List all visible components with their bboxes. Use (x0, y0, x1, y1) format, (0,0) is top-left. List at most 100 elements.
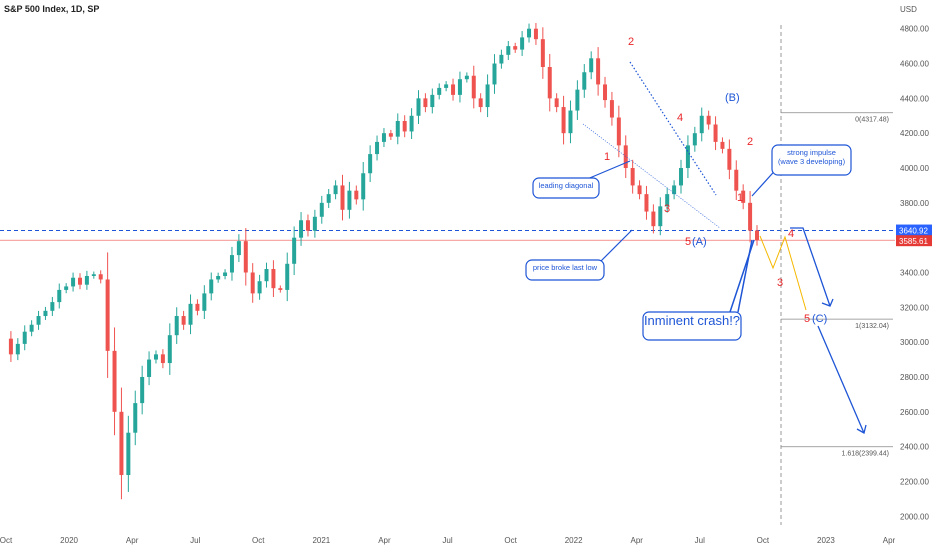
x-tick-label: 2022 (565, 536, 583, 545)
candle-body (679, 168, 684, 186)
wave-label: 1 (604, 151, 610, 163)
x-tick-label: Oct (504, 536, 517, 545)
candle-body (554, 98, 559, 108)
candle-body (347, 190, 352, 210)
wave-label: 5 (685, 236, 691, 248)
candle-body (271, 269, 276, 289)
candle-body (257, 281, 262, 294)
candle-body (734, 169, 739, 191)
candle-body (748, 202, 753, 231)
candle-body (243, 241, 248, 273)
current-price-tag (896, 224, 932, 236)
candle-body (354, 190, 359, 200)
candle-body (305, 220, 310, 231)
crash-callout-box (642, 311, 742, 341)
arrow-head (856, 424, 867, 434)
diagonal-lower-line (582, 123, 721, 229)
wave-label: 2 (628, 36, 634, 48)
candle-body (492, 63, 497, 85)
candle-body (140, 376, 145, 404)
candle-body (153, 354, 158, 360)
last-low-tag (896, 235, 932, 247)
candle-body (174, 316, 179, 336)
candle-body (506, 46, 511, 55)
candle-body (181, 316, 186, 325)
y-tick-label: 4800.00 (900, 25, 929, 34)
x-tick-label: 2021 (312, 536, 330, 545)
fib-level-label: 1(3132.04) (855, 323, 889, 330)
candle-body (575, 89, 580, 111)
candle-body (375, 141, 380, 155)
candle-body (485, 84, 490, 108)
candle-body (430, 94, 435, 108)
candle-body (112, 350, 117, 412)
y-tick-label: 2000.00 (900, 512, 929, 521)
wave-label: (B) (725, 92, 740, 104)
y-tick-label: 3000.00 (900, 338, 929, 347)
candle-body (658, 206, 663, 227)
y-tick-label: 2400.00 (900, 443, 929, 452)
wave-label: 5 (804, 313, 810, 325)
candle-body (292, 237, 297, 264)
crash-path (817, 325, 865, 434)
candle-body (589, 58, 594, 73)
candle-body (340, 185, 345, 210)
candle-body (133, 403, 138, 433)
candle-body (126, 432, 131, 476)
candle-body (444, 84, 449, 88)
candle-body (685, 145, 690, 169)
candle-body (202, 293, 207, 311)
wave-label: 2 (747, 136, 753, 148)
candle-body (8, 338, 13, 355)
price-broke-callout-text: price broke last low (533, 263, 598, 272)
candle-body (236, 241, 241, 256)
candle-body (457, 79, 462, 95)
candle-body (471, 75, 476, 99)
candle-body (616, 117, 621, 146)
candle-body (167, 335, 172, 364)
x-tick-label: Apr (883, 536, 896, 545)
impulse-callout-text: (wave 3 developing) (778, 157, 846, 166)
candle-body (98, 274, 103, 280)
wave-label: 4 (677, 112, 683, 124)
currency-label: USD (900, 5, 917, 14)
candle-body (727, 148, 732, 170)
callout-pointer (729, 239, 755, 313)
candle-body (105, 279, 110, 351)
candle-body (423, 98, 428, 108)
blue-projection-path (790, 227, 831, 307)
x-tick-label: Apr (126, 536, 139, 545)
y-tick-label: 4600.00 (900, 60, 929, 69)
candle-body (665, 194, 670, 207)
candle-body (22, 331, 27, 344)
candle-body (499, 54, 504, 64)
candle-body (319, 202, 324, 217)
candle-body (195, 303, 200, 311)
candle-body (520, 37, 525, 50)
crash-callout-text: Inminent crash!? (644, 313, 740, 328)
x-tick-label: Oct (757, 536, 770, 545)
current-price-value: 3640.92 (899, 227, 928, 236)
x-tick-label: Oct (0, 536, 13, 545)
x-tick-label: Jul (190, 536, 200, 545)
candle-body (478, 98, 483, 108)
candle-body (285, 263, 290, 290)
y-tick-label: 4000.00 (900, 164, 929, 173)
y-tick-label: 4400.00 (900, 94, 929, 103)
callout-pointer (596, 229, 633, 266)
candle-body (699, 115, 704, 134)
candle-body (623, 145, 628, 169)
candle-body (216, 275, 221, 280)
candle-body (741, 190, 746, 203)
candle-body (630, 168, 635, 186)
candle-body (402, 121, 407, 132)
candle-body (713, 124, 718, 142)
candle-body (547, 67, 552, 99)
y-tick-label: 3400.00 (900, 269, 929, 278)
candle-body (36, 316, 41, 325)
y-tick-label: 2600.00 (900, 408, 929, 417)
candle-body (368, 154, 373, 174)
candle-body (147, 359, 152, 377)
candle-body (84, 275, 89, 285)
